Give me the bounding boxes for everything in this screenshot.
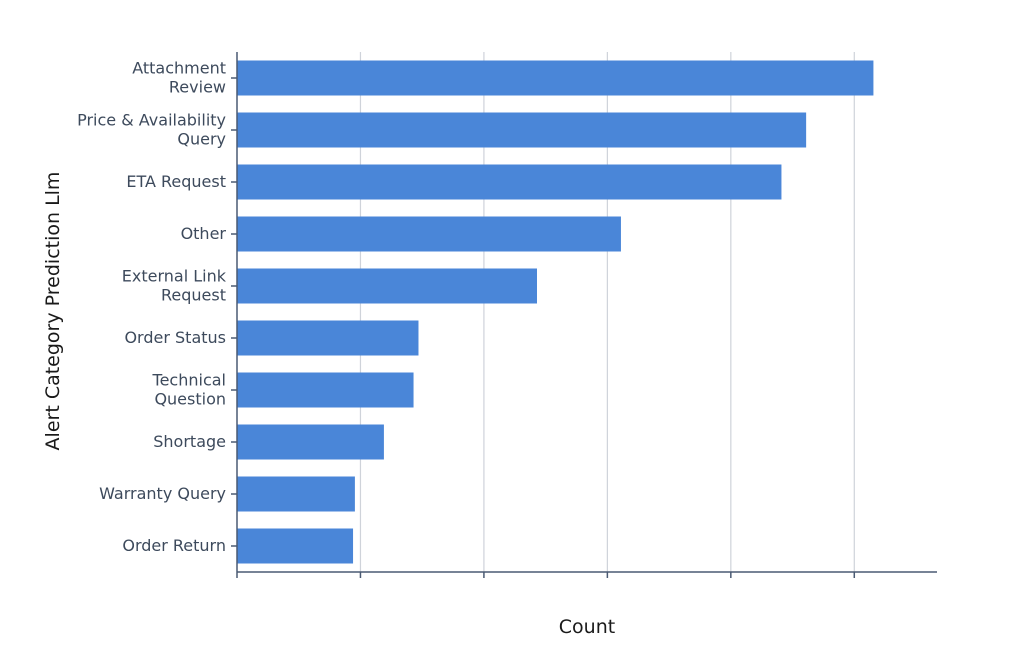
bar	[237, 424, 384, 460]
bar	[237, 476, 355, 512]
y-axis-title: Alert Category Prediction Llm	[42, 172, 64, 451]
bar	[237, 268, 537, 304]
category-label: Warranty Query	[99, 484, 226, 503]
category-labels: Attachment Review Price & Availability Quer…	[77, 59, 227, 556]
x-axis-title: Count	[559, 616, 615, 638]
category-label: Other	[181, 224, 227, 243]
category-label: Technical Question	[152, 371, 226, 409]
bars	[237, 60, 874, 564]
category-label: External Link Request	[122, 267, 227, 305]
category-label: Attachment Review	[132, 59, 226, 97]
category-label: ETA Request	[126, 172, 226, 191]
category-label: Order Return	[122, 536, 226, 555]
bar	[237, 164, 782, 200]
bar	[237, 216, 621, 252]
bar	[237, 372, 414, 408]
axes	[231, 52, 937, 578]
bar	[237, 60, 874, 96]
category-label: Shortage	[153, 432, 226, 451]
bar	[237, 112, 807, 148]
category-label: Order Status	[124, 328, 226, 347]
bar	[237, 528, 354, 564]
bar	[237, 320, 419, 356]
category-label: Price & Availability Query	[77, 111, 226, 149]
